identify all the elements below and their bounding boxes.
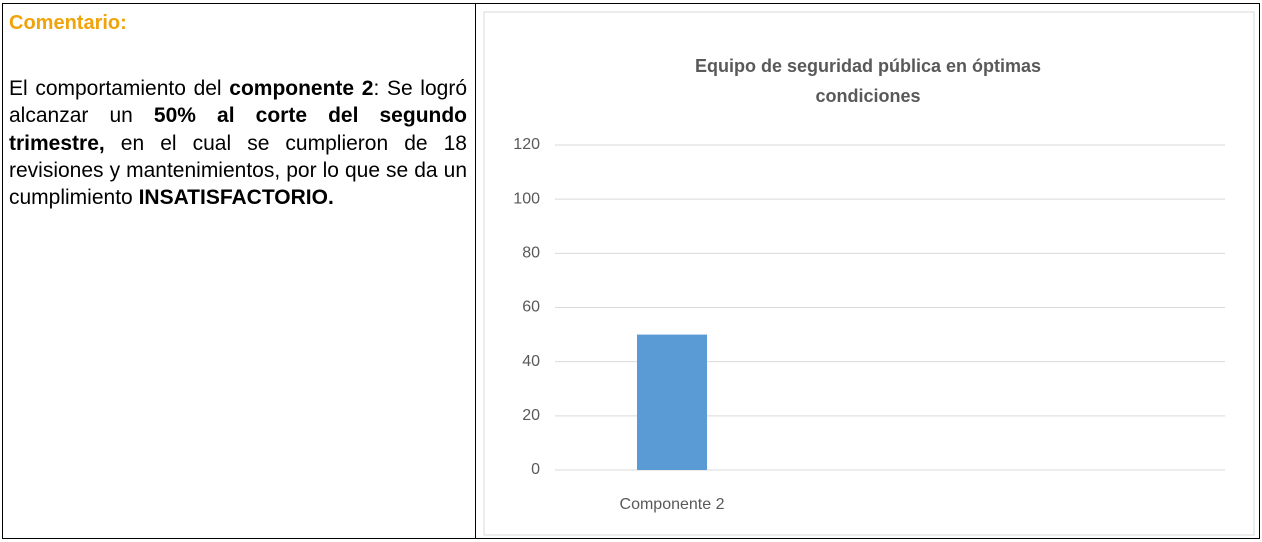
comment-cell: Comentario: El comportamiento del compon…: [2, 3, 475, 539]
x-tick-label: Componente 2: [620, 496, 725, 513]
chart-cell: [475, 3, 1260, 539]
text-run: en el cual se cumplieron de 18 revisione…: [9, 131, 467, 210]
y-tick-label: 120: [513, 136, 540, 153]
y-tick-label: 80: [522, 245, 540, 262]
y-tick-label: 20: [522, 407, 540, 424]
comment-heading: Comentario:: [9, 12, 127, 34]
y-tick-label: 0: [531, 461, 540, 478]
text-run: El comportamiento del: [9, 77, 230, 100]
comment-paragraph: El comportamiento del componente 2: Se l…: [9, 75, 467, 211]
text-run: componente 2: [229, 77, 374, 100]
chart-frame: [483, 11, 1255, 536]
y-tick-label: 60: [522, 299, 540, 316]
chart-title: Equipo de seguridad pública en óptimas co…: [695, 56, 1041, 106]
text-run: : Se logró alcanzar un: [9, 77, 467, 128]
y-tick-label: 100: [513, 190, 540, 207]
text-run: INSATISFACTORIO.: [138, 186, 334, 210]
y-tick-label: 40: [522, 353, 540, 370]
text-run: 50% al corte del segundo trimestre,: [9, 104, 468, 155]
bar: [637, 334, 707, 470]
